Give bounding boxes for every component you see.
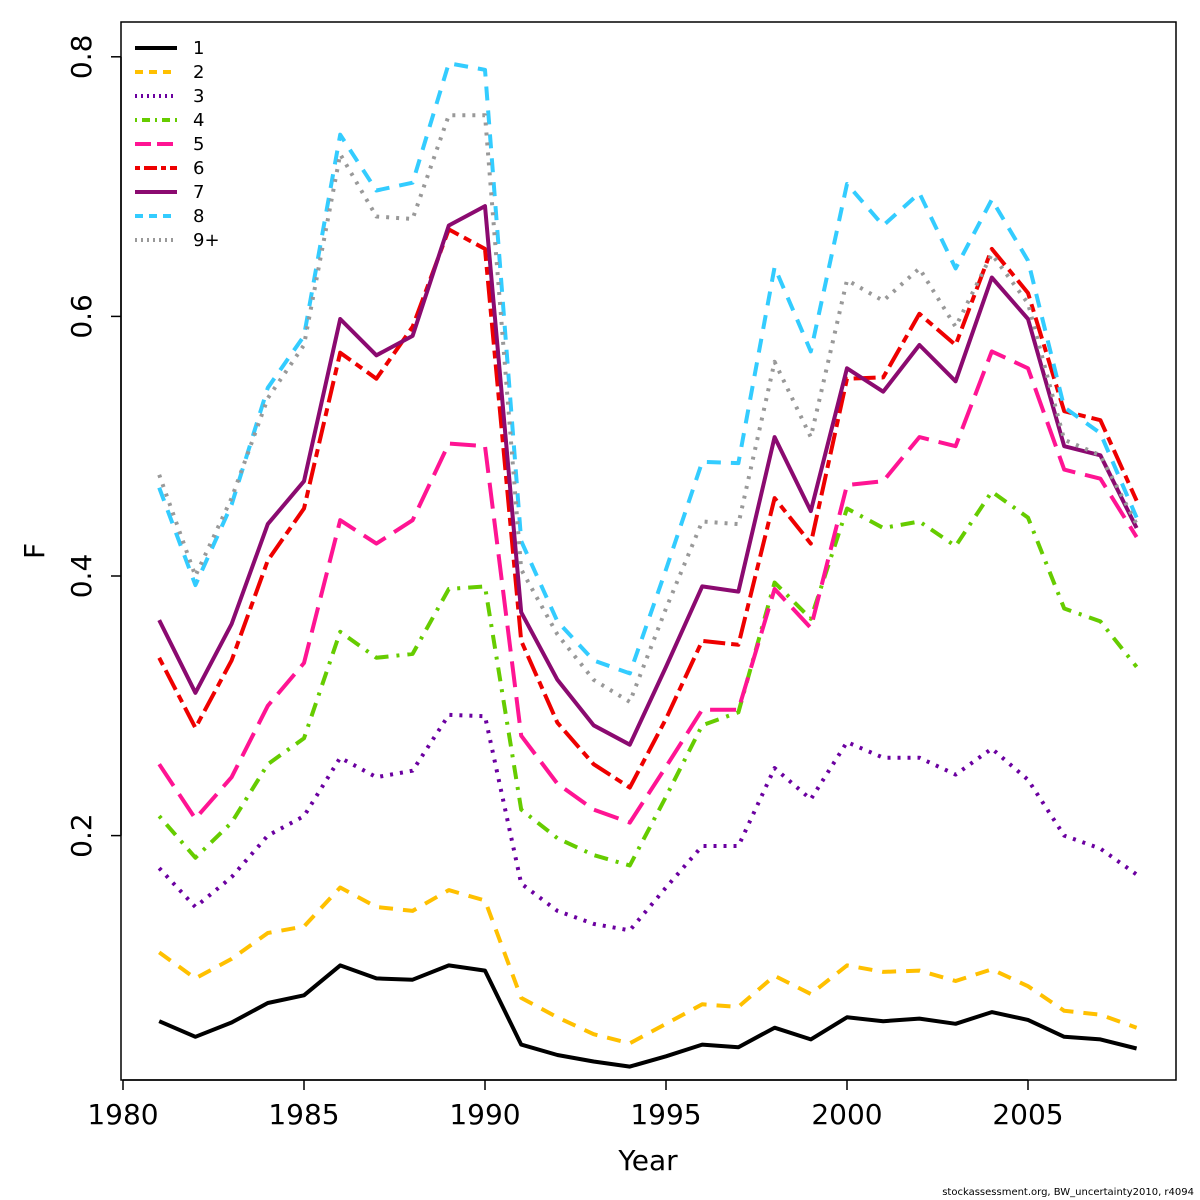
series-line-5 — [157, 349, 1139, 825]
y-tick-label: 0.4 — [65, 554, 98, 599]
legend-label: 5 — [193, 134, 204, 155]
legend: 1 2 3 4 5 6 7 8 9+ — [135, 38, 220, 251]
x-axis-title: Year — [617, 1144, 678, 1177]
x-tick-label: 1990 — [449, 1098, 520, 1131]
series-line-6 — [157, 227, 1139, 790]
legend-label: 6 — [193, 158, 204, 179]
series-line-3 — [157, 712, 1138, 933]
legend-label: 3 — [193, 86, 204, 107]
y-tick-label: 0.2 — [65, 813, 98, 858]
series-line-7 — [157, 204, 1139, 747]
x-tick-label: 1980 — [87, 1098, 158, 1131]
footnote: stockassessment.org, BW_uncertainty2010,… — [942, 1187, 1194, 1198]
series-line-8 — [157, 61, 1139, 676]
series-line-2 — [158, 885, 1138, 1046]
series-line-9plus — [157, 113, 1139, 704]
plot-frame — [120, 21, 1177, 1081]
legend-label: 7 — [193, 182, 204, 203]
legend-label: 4 — [193, 110, 204, 131]
y-axis-title: F — [18, 543, 51, 559]
series-line-1 — [158, 963, 1138, 1069]
y-tick-label: 0.8 — [65, 35, 98, 80]
legend-label: 9+ — [193, 230, 220, 251]
legend-label: 2 — [193, 62, 204, 83]
x-tick-label: 2000 — [811, 1098, 882, 1131]
x-tick-label: 2005 — [992, 1098, 1063, 1131]
series-layer — [157, 61, 1139, 1069]
legend-label: 1 — [193, 38, 204, 59]
x-tick-label: 1985 — [268, 1098, 339, 1131]
x-tick-label: 1995 — [630, 1098, 701, 1131]
y-tick-label: 0.6 — [65, 294, 98, 339]
series-line-4 — [157, 489, 1139, 868]
x-axis: 1980 1985 1990 1995 2000 2005 — [87, 1079, 1064, 1131]
y-axis: 0.2 0.4 0.6 0.8 — [65, 35, 122, 858]
legend-label: 8 — [193, 206, 204, 227]
